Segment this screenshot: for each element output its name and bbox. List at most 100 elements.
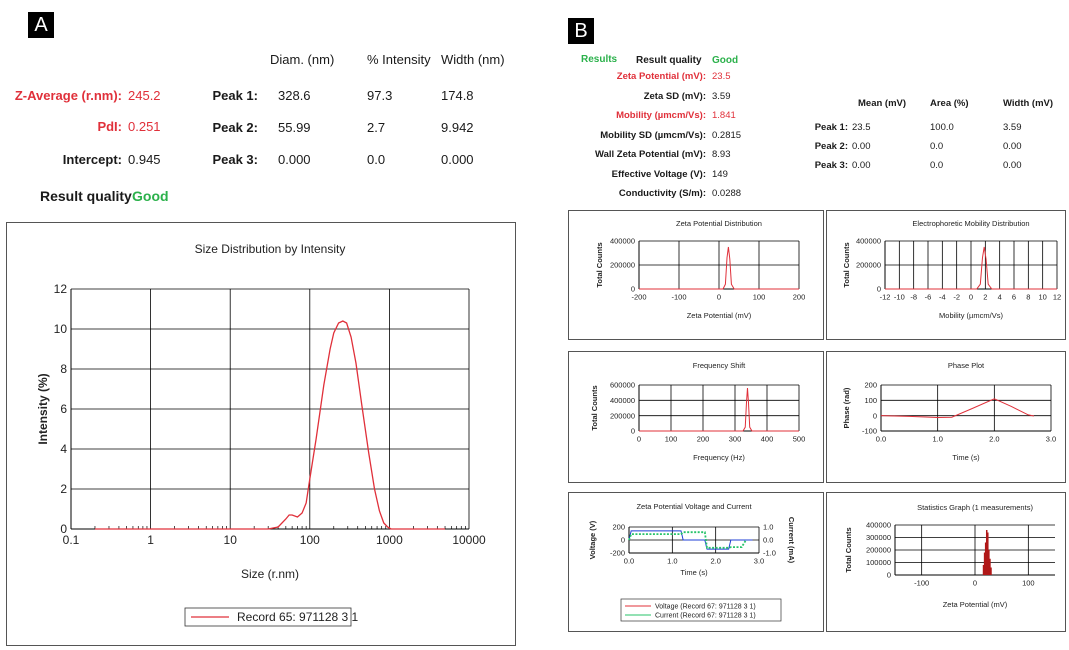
x-tick-label: 10000 — [452, 533, 486, 547]
y2-tick-label: 0.0 — [763, 536, 773, 545]
zaverage-label: Z-Average (r.nm): — [14, 88, 122, 103]
y2-tick-label: 1.0 — [763, 523, 773, 532]
peak3-diam: 0.000 — [278, 152, 311, 167]
x-tick-label: -6 — [925, 293, 932, 302]
y-tick-label: 100 — [864, 396, 877, 405]
b-peak2-area: 0.0 — [930, 141, 944, 152]
mobility-distribution-chart: Electrophoretic Mobility Distribution 0 2 0… — [842, 219, 1061, 320]
x-tick-label: 0 — [717, 293, 721, 302]
legend-label-current: Current (Record 67: 971128 3 1) — [655, 613, 756, 620]
y-axis-label: Total Counts — [842, 242, 851, 287]
x-tick-label: 300 — [729, 435, 742, 444]
peak3-intensity: 0.0 — [367, 152, 386, 167]
x-tick-label: 10 — [224, 533, 238, 547]
phase-plot-chart: Phase Plot -100 0 100 200 0.0 1.0 2.0 3.0 Time (s… — [842, 361, 1056, 462]
y-tick-label: 8 — [60, 362, 67, 376]
phase-chart-frame: Phase Plot -100 0 100 200 0.0 1.0 2.0 3.0 Time (s… — [826, 351, 1066, 483]
series-line — [639, 388, 799, 432]
peak2-intensity: 2.7 — [367, 120, 386, 135]
x-tick-label: 3.0 — [754, 557, 764, 566]
peak3-width: 0.000 — [441, 152, 474, 167]
series-line — [628, 530, 753, 550]
series-line — [885, 246, 1057, 290]
x-tick-label: 2 — [983, 293, 987, 302]
result-row-label: Effective Voltage (V): — [611, 168, 706, 180]
peak1-intensity: 97.3 — [367, 88, 393, 103]
b-peak3-width: 0.00 — [1003, 160, 1022, 171]
x-axis-label: Zeta Potential (mV) — [943, 600, 1008, 609]
y2-tick-label: -1.0 — [763, 549, 776, 558]
y-tick-label: 0 — [631, 427, 635, 436]
stat-bar — [982, 565, 985, 575]
b-peak1-label: Peak 1: — [814, 122, 848, 133]
result-quality-value: Good — [132, 188, 169, 204]
chart-title: Frequency Shift — [693, 361, 746, 370]
x-tick-label: -12 — [880, 293, 891, 302]
y-axis-label: Total Counts — [844, 527, 853, 572]
y-tick-label: 400000 — [866, 521, 891, 530]
x-tick-label: 4 — [998, 293, 1002, 302]
x-tick-label: 0 — [969, 293, 973, 302]
b-peak2-width: 0.00 — [1003, 141, 1022, 152]
series-line — [880, 398, 1035, 419]
series-line — [639, 246, 799, 290]
result-row-value: 0.0288 — [712, 188, 742, 199]
x-tick-label: 200 — [793, 293, 806, 302]
results-label: Results — [581, 54, 618, 65]
mobility-chart-frame: Electrophoretic Mobility Distribution 0 2 0… — [826, 210, 1066, 340]
y-tick-label: 200 — [864, 381, 877, 390]
y-tick-label: 400000 — [856, 237, 881, 246]
y2-axis-label: Current (mA) — [787, 517, 796, 564]
panel-b-letter: B — [568, 18, 594, 44]
y-tick-label: 0 — [877, 285, 881, 294]
b-quality-value: Good — [712, 55, 739, 66]
x-tick-label: -200 — [631, 293, 646, 302]
b-peak1-width: 3.59 — [1003, 122, 1022, 133]
result-row-value: 149 — [712, 168, 728, 180]
x-tick-label: 2.0 — [710, 557, 720, 566]
result-row-value: 0.2815 — [712, 129, 742, 141]
chart-title: Phase Plot — [948, 361, 985, 370]
intercept-value: 0.945 — [128, 152, 161, 167]
peak2-width: 9.942 — [441, 120, 474, 135]
y-tick-label: -200 — [610, 549, 625, 558]
y-tick-label: 0 — [887, 571, 891, 580]
panel-a-letter: A — [28, 12, 54, 38]
x-tick-label: 100 — [665, 435, 678, 444]
b-peak1-mean: 23.5 — [852, 122, 871, 133]
b-peak2-label: Peak 2: — [814, 141, 848, 152]
x-axis-label: Zeta Potential (mV) — [687, 311, 752, 320]
y-tick-label: 600000 — [610, 381, 635, 390]
y-tick-label: 0 — [631, 285, 635, 294]
x-tick-label: 0.0 — [624, 557, 634, 566]
y-tick-label: 100000 — [866, 558, 891, 567]
b-quality-label: Result quality — [636, 55, 702, 66]
x-tick-label: 1000 — [376, 533, 403, 547]
peak1-width: 174.8 — [441, 88, 474, 103]
result-row-value: 23.5 — [712, 71, 731, 82]
statistics-graph-chart: Statistics Graph (1 measurements) 0 100000… — [844, 503, 1055, 609]
voltage-chart-frame: Zeta Potential Voltage and Current -200 0 2… — [568, 492, 824, 632]
result-row-label: Zeta Potential (mV): — [616, 71, 706, 82]
chart-title: Zeta Potential Distribution — [676, 219, 762, 228]
stat-bar — [990, 567, 992, 575]
b-header-area: Area (%) — [930, 98, 969, 109]
chart-title: Electrophoretic Mobility Distribution — [912, 219, 1029, 228]
y-tick-label: 12 — [54, 282, 68, 296]
series-line — [94, 320, 446, 530]
freq-chart-frame: Frequency Shift 0 200000 400000 600000 0 100 20… — [568, 351, 824, 483]
y-axis-label: Voltage (V) — [588, 520, 597, 559]
x-axis-label: Size (r.nm) — [241, 567, 299, 581]
y-axis-label: Phase (rad) — [842, 387, 851, 428]
x-tick-label: -8 — [910, 293, 917, 302]
y-tick-label: 10 — [54, 322, 68, 336]
zeta-distribution-chart: Zeta Potential Distribution 0 200000 400000… — [595, 219, 806, 320]
x-tick-label: 100 — [300, 533, 320, 547]
result-row-label: Conductivity (S/m): — [618, 188, 706, 199]
legend-box — [620, 598, 782, 622]
peak3-label: Peak 3: — [212, 152, 258, 167]
x-tick-label: 400 — [761, 435, 774, 444]
y-tick-label: 200 — [612, 523, 625, 532]
zeta-chart-frame: Zeta Potential Distribution 0 200000 400000… — [568, 210, 824, 340]
pdi-value: 0.251 — [128, 119, 161, 134]
